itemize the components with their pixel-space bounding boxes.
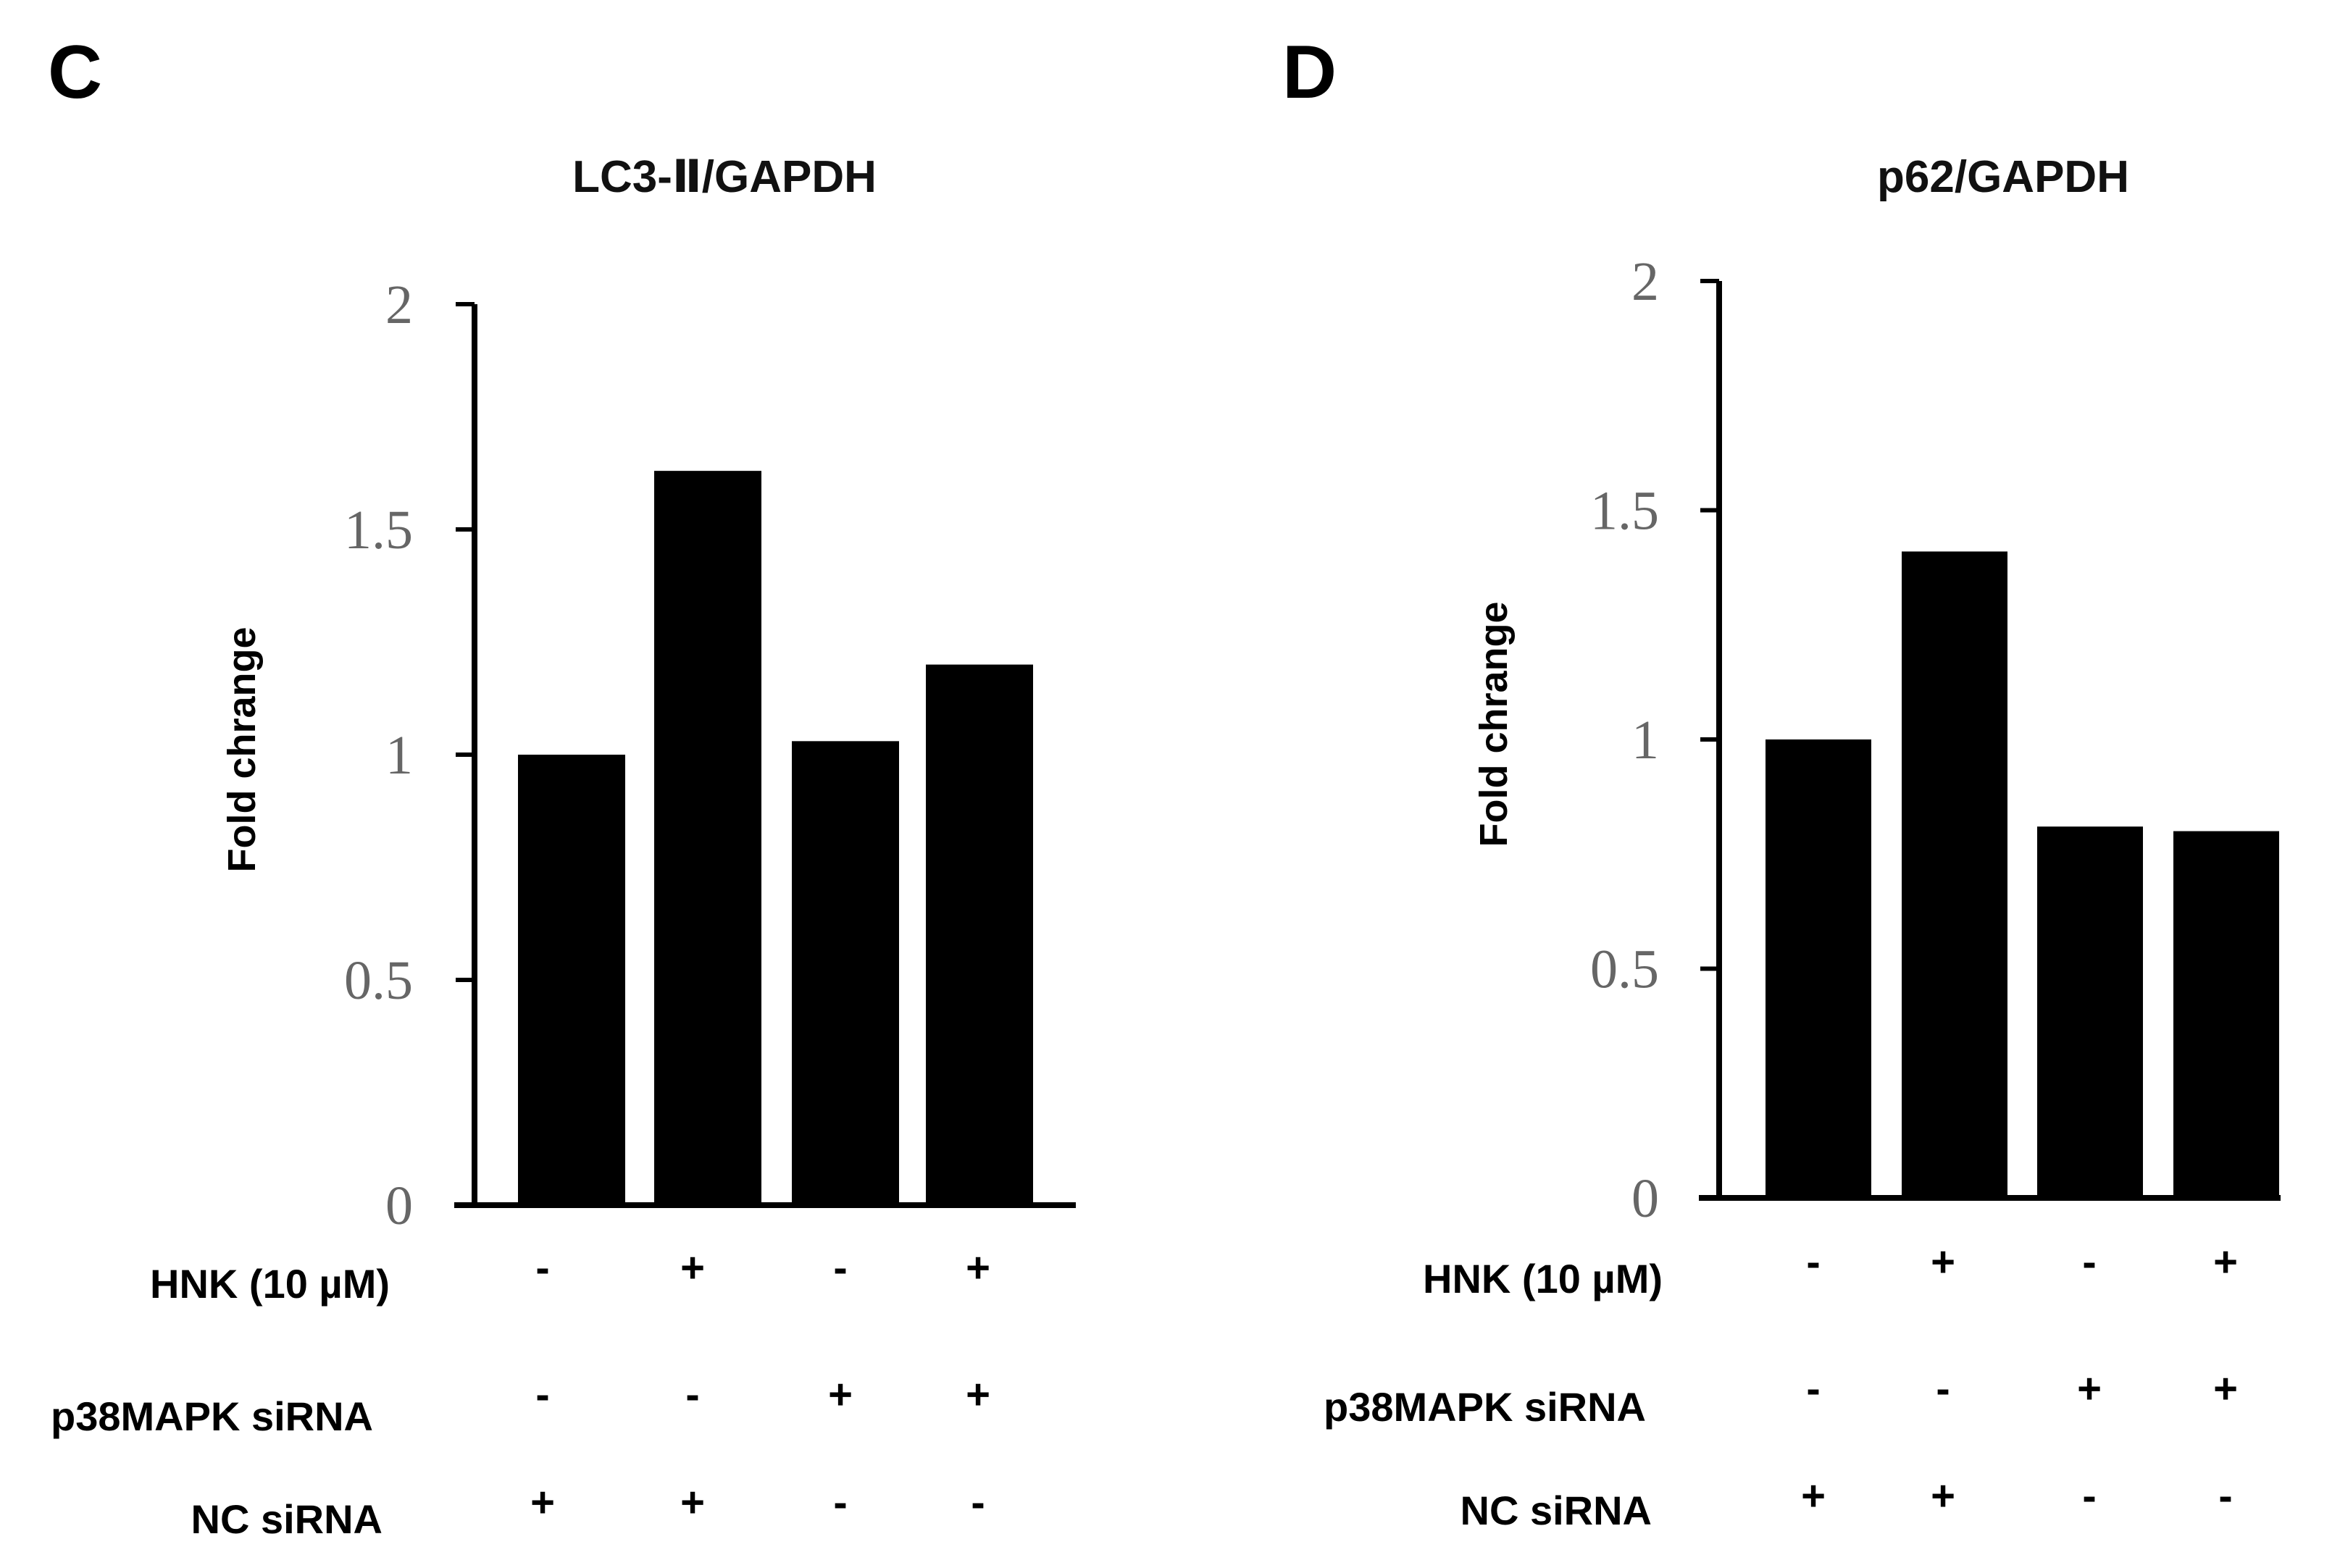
panel-letter-c: C: [48, 30, 102, 114]
condition-label-nc-c: NC siRNA: [191, 1496, 383, 1542]
condition-label-hnk-c: HNK (10 µM): [150, 1261, 390, 1307]
condition-label-nc-d: NC siRNA: [1461, 1488, 1652, 1533]
condition-value-d-r2-c4: +: [2213, 1365, 2238, 1412]
y-tick-label-c-3: 1.5: [344, 500, 413, 561]
condition-value-c-r3-c2: +: [680, 1479, 705, 1526]
condition-value-c-r1-c4: +: [966, 1244, 990, 1291]
chart-title-c: LC3-Ⅱ/GAPDH: [572, 152, 877, 202]
condition-values-c: - + - + - - + + + + - -: [530, 1244, 990, 1526]
y-tick-label-d-1: 0.5: [1590, 939, 1659, 1000]
condition-value-c-r1-c1: -: [535, 1244, 549, 1291]
condition-value-d-r1-c3: -: [2082, 1238, 2096, 1286]
condition-value-d-r3-c2: +: [1931, 1472, 1955, 1519]
condition-value-d-r1-c1: -: [1806, 1238, 1820, 1286]
y-axis-label-c: Fold chrange: [220, 626, 264, 872]
y-tick-label-c-2: 1: [385, 725, 413, 786]
condition-values-d: - + - + - - + + + + - -: [1801, 1238, 2238, 1519]
condition-value-d-r2-c2: -: [1936, 1365, 1950, 1412]
bar-c-2: [654, 471, 761, 1205]
bar-c-4: [926, 664, 1033, 1205]
bar-c-1: [518, 755, 625, 1205]
condition-value-c-r1-c2: +: [680, 1244, 705, 1291]
panel-c: C LC3-Ⅱ/GAPDH Fold chrange 0 0.5 1 1.5 2 HNK…: [48, 30, 1076, 1542]
condition-value-c-r3-c4: -: [971, 1479, 985, 1526]
condition-value-c-r3-c1: +: [530, 1479, 555, 1526]
condition-label-hnk-d: HNK (10 µM): [1423, 1256, 1663, 1301]
condition-value-c-r3-c3: -: [833, 1479, 847, 1526]
condition-value-c-r2-c4: +: [966, 1371, 990, 1418]
condition-value-d-r1-c4: +: [2213, 1238, 2238, 1286]
bar-c-3: [792, 741, 899, 1205]
panel-letter-d: D: [1282, 30, 1337, 114]
plot-area-d: 0 0.5 1 1.5 2: [1590, 251, 2281, 1229]
bar-d-4: [2173, 831, 2279, 1198]
y-tick-label-c-0: 0: [385, 1175, 413, 1236]
bar-d-2: [1902, 551, 2007, 1198]
condition-value-d-r2-c3: +: [2077, 1365, 2102, 1412]
condition-value-d-r3-c3: -: [2082, 1472, 2096, 1519]
condition-value-c-r2-c2: -: [685, 1371, 699, 1418]
bar-d-3: [2037, 826, 2143, 1198]
y-tick-label-c-4: 2: [385, 274, 413, 335]
condition-value-d-r2-c1: -: [1806, 1365, 1820, 1412]
condition-value-c-r2-c1: -: [535, 1371, 549, 1418]
y-tick-label-d-0: 0: [1631, 1168, 1659, 1229]
condition-value-c-r2-c3: +: [828, 1371, 853, 1418]
y-tick-label-c-1: 0.5: [344, 950, 413, 1011]
chart-title-d: p62/GAPDH: [1877, 152, 2129, 202]
condition-value-d-r3-c4: -: [2218, 1472, 2232, 1519]
bar-d-1: [1766, 739, 1871, 1198]
y-tick-label-d-2: 1: [1631, 710, 1659, 771]
condition-value-d-r1-c2: +: [1931, 1238, 1955, 1286]
y-axis-label-d: Fold chrange: [1472, 601, 1516, 847]
condition-label-p38mapk-c: p38MAPK siRNA: [51, 1393, 373, 1439]
y-tick-label-d-3: 1.5: [1590, 481, 1659, 542]
condition-value-c-r1-c3: -: [833, 1244, 847, 1291]
plot-area-c: 0 0.5 1 1.5 2: [344, 274, 1076, 1236]
y-tick-label-d-4: 2: [1631, 251, 1659, 312]
condition-value-d-r3-c1: +: [1801, 1472, 1826, 1519]
panel-d: D p62/GAPDH Fold chrange 0 0.5 1 1.5 2 HNK (…: [1282, 30, 2281, 1533]
condition-label-p38mapk-d: p38MAPK siRNA: [1324, 1384, 1646, 1430]
